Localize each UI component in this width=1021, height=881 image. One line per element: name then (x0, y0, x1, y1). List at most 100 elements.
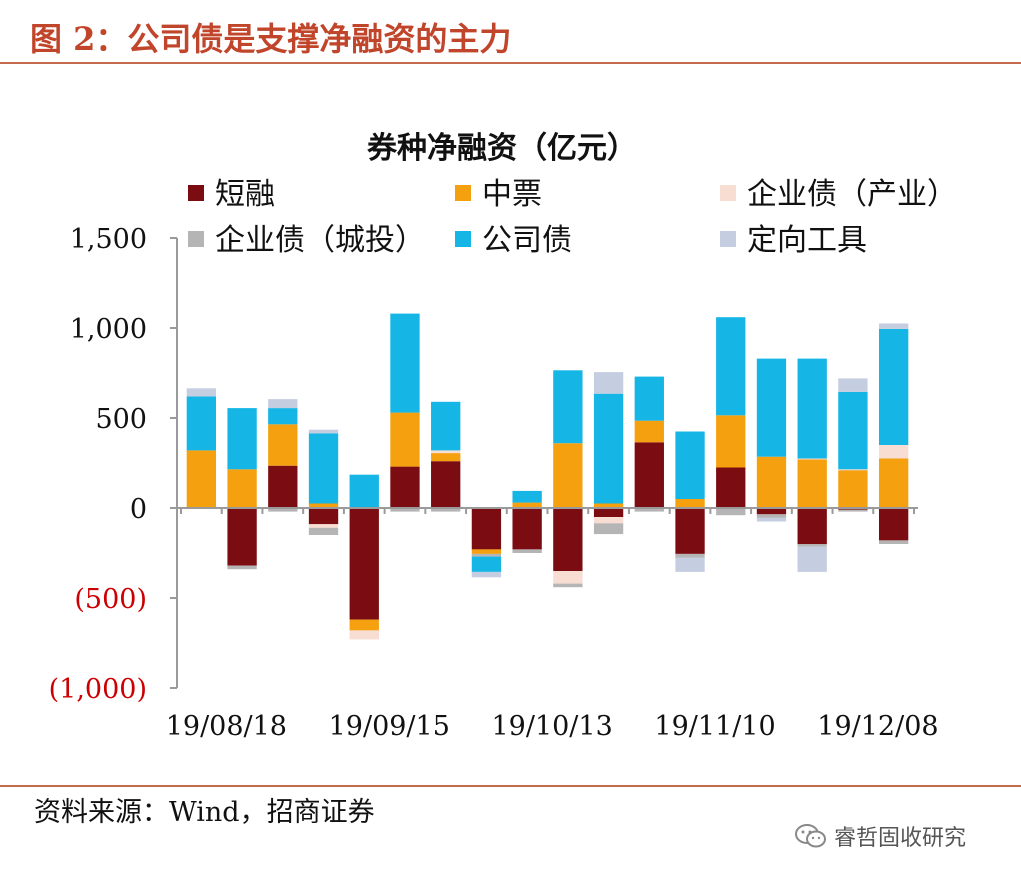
bar-segment (268, 508, 298, 512)
bar-segment (756, 508, 787, 515)
bar-segment (186, 388, 217, 397)
legend-swatch (188, 231, 204, 247)
bar-segment (431, 461, 461, 508)
bar-segment (512, 490, 542, 503)
x-tick-label: 19/09/15 (329, 711, 450, 742)
source-note: 资料来源：Wind，招商证券 (34, 797, 375, 828)
bar-segment (675, 499, 705, 508)
bar-segment (512, 508, 542, 550)
bar-segment (878, 540, 909, 544)
x-axis-labels: 19/08/18 19/09/15 19/10/13 19/11/10 19/12/08 (166, 711, 939, 742)
bar-segment (471, 556, 502, 572)
bar-segment (512, 549, 542, 553)
bar-segment (593, 523, 624, 535)
watermark-text: 睿哲固收研究 (834, 826, 967, 851)
bar-segment (797, 358, 827, 459)
bar-segment (349, 508, 379, 620)
bar-segment (186, 450, 217, 508)
bar-segment (593, 393, 624, 504)
bar-segment (390, 466, 420, 508)
bar-segment (634, 376, 664, 421)
bar-segment (308, 503, 339, 508)
chart-title: 券种净融资（亿元） (367, 131, 637, 166)
bar-segment (308, 433, 339, 504)
y-tick-label: (1,000) (49, 674, 147, 705)
source-divider (0, 785, 1021, 787)
bar-segment (797, 546, 827, 572)
title-divider (0, 62, 1021, 64)
bar-segment (756, 358, 787, 457)
bar-segment (186, 396, 217, 451)
bar-segment (797, 459, 827, 508)
bar-segment (675, 431, 705, 499)
bar-segment (308, 524, 339, 528)
bar-segment (675, 508, 705, 554)
bar-segment (227, 408, 257, 470)
y-tick-label: 0 (130, 494, 147, 525)
legend-swatch (720, 231, 736, 247)
bar-segment (553, 508, 583, 571)
bar-segment (349, 619, 379, 631)
x-tick-label: 19/12/08 (817, 711, 938, 742)
bar-segment (431, 450, 461, 454)
bar-segment (593, 503, 624, 508)
x-tick-label: 19/11/10 (654, 711, 775, 742)
bar-segment (838, 391, 868, 470)
legend-label: 企业债（产业） (747, 177, 957, 212)
y-tick-label: 1,500 (70, 224, 147, 255)
bar-segment (553, 583, 583, 588)
wechat-icon (795, 824, 826, 848)
legend-label: 中票 (482, 177, 542, 212)
bar-segment (838, 469, 868, 471)
legend: 短融 中票 企业债（产业） 企业债（城投） 公司债 定向工具 (188, 177, 957, 258)
bar-segment (797, 544, 827, 547)
bar-segment (471, 549, 502, 554)
y-axis-labels: 1,500 1,000 500 0 (500) (1,000) (49, 224, 177, 705)
bar-segment (390, 508, 420, 512)
bar-segment (471, 553, 502, 557)
bar-segment (878, 328, 909, 445)
bar-segment (797, 458, 827, 460)
legend-label: 公司债 (482, 223, 572, 258)
legend-swatch (455, 231, 471, 247)
bar-segment (268, 399, 298, 409)
bars (186, 313, 909, 640)
bar-segment (431, 401, 461, 451)
bar-segment (838, 509, 868, 512)
bar-segment (308, 527, 339, 535)
x-tick-label: 19/08/18 (166, 711, 287, 742)
bar-segment (878, 445, 909, 459)
y-tick-label: 1,000 (70, 314, 147, 345)
bar-segment (390, 412, 420, 467)
bar-segment (349, 630, 379, 640)
legend-label: 定向工具 (747, 223, 867, 258)
watermark: 睿哲固收研究 (794, 820, 966, 852)
bar-segment (756, 456, 787, 508)
bar-segment (634, 442, 664, 508)
bar-segment (838, 470, 868, 508)
legend-swatch (455, 185, 471, 201)
bar-segment (227, 469, 257, 508)
bar-segment (553, 571, 583, 584)
bar-segment (634, 508, 664, 512)
bar-segment (675, 557, 705, 572)
figure-title: 图 2：公司债是支撑净融资的主力 (30, 20, 512, 58)
bar-segment (797, 508, 827, 544)
bar-segment (268, 465, 298, 508)
bar-segment (716, 508, 746, 516)
bar-segment (756, 514, 787, 518)
bar-segment (268, 424, 298, 466)
bar-segment (308, 508, 339, 525)
bar-segment (431, 453, 461, 462)
legend-swatch (188, 185, 204, 201)
legend-label: 企业债（城投） (215, 223, 425, 258)
bar-segment (349, 474, 379, 508)
bar-segment (878, 508, 909, 541)
bar-segment (716, 467, 746, 508)
bar-segment (553, 443, 583, 508)
bar-segment (716, 415, 746, 468)
x-axis-ticks (180, 508, 915, 514)
bar-segment (512, 502, 542, 508)
bar-segment (675, 553, 705, 558)
